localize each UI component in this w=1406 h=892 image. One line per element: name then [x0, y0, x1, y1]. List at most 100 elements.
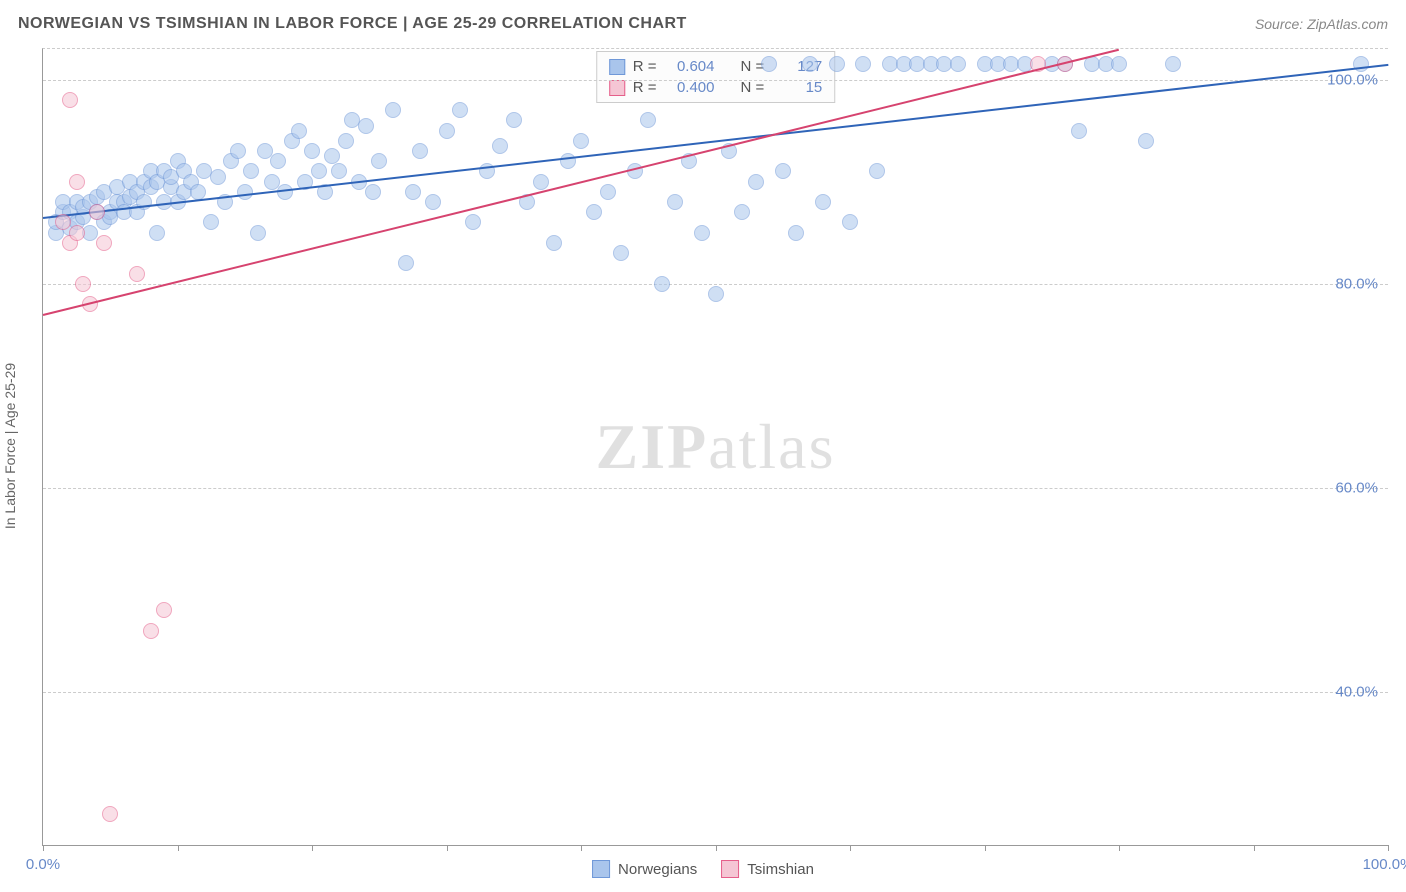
data-point — [385, 102, 401, 118]
data-point — [102, 806, 118, 822]
data-point — [761, 56, 777, 72]
gridline — [43, 488, 1388, 489]
data-point — [270, 153, 286, 169]
data-point — [613, 245, 629, 261]
chart-header: NORWEGIAN VS TSIMSHIAN IN LABOR FORCE | … — [0, 0, 1406, 48]
trend-line — [43, 49, 1119, 316]
series-legend: Norwegians Tsimshian — [592, 860, 814, 878]
x-tick-mark — [850, 845, 851, 851]
legend-swatch — [721, 860, 739, 878]
data-point — [129, 266, 145, 282]
data-point — [69, 174, 85, 190]
data-point — [533, 174, 549, 190]
data-point — [156, 602, 172, 618]
data-point — [203, 214, 219, 230]
data-point — [802, 56, 818, 72]
legend-swatch — [592, 860, 610, 878]
data-point — [75, 276, 91, 292]
data-point — [365, 184, 381, 200]
data-point — [815, 194, 831, 210]
data-point — [62, 92, 78, 108]
data-point — [190, 184, 206, 200]
data-point — [546, 235, 562, 251]
data-point — [1353, 56, 1369, 72]
chart-source: Source: ZipAtlas.com — [1255, 16, 1388, 32]
data-point — [734, 204, 750, 220]
correlation-legend: R =0.604N =127R =0.400N =15 — [596, 51, 836, 103]
data-point — [1165, 56, 1181, 72]
x-tick-mark — [447, 845, 448, 851]
plot-area: ZIPatlas R =0.604N =127R =0.400N =15 40.… — [42, 48, 1388, 846]
data-point — [950, 56, 966, 72]
legend-r-label: R = — [633, 58, 657, 75]
data-point — [1071, 123, 1087, 139]
data-point — [149, 225, 165, 241]
x-tick-mark — [1119, 845, 1120, 851]
scatter-plot: ZIPatlas R =0.604N =127R =0.400N =15 40.… — [42, 48, 1388, 846]
x-tick-mark — [1254, 845, 1255, 851]
x-tick-mark — [178, 845, 179, 851]
data-point — [291, 123, 307, 139]
data-point — [748, 174, 764, 190]
data-point — [775, 163, 791, 179]
data-point — [439, 123, 455, 139]
data-point — [311, 163, 327, 179]
data-point — [89, 204, 105, 220]
x-tick-mark — [43, 845, 44, 851]
x-tick-mark — [581, 845, 582, 851]
data-point — [573, 133, 589, 149]
data-point — [243, 163, 259, 179]
data-point — [237, 184, 253, 200]
data-point — [96, 235, 112, 251]
x-tick-label: 100.0% — [1363, 856, 1406, 873]
data-point — [143, 623, 159, 639]
legend-r-value: 0.604 — [665, 58, 715, 75]
data-point — [600, 184, 616, 200]
data-point — [304, 143, 320, 159]
data-point — [230, 143, 246, 159]
data-point — [358, 118, 374, 134]
legend-series-name: Tsimshian — [747, 861, 814, 878]
data-point — [412, 143, 428, 159]
data-point — [324, 148, 340, 164]
data-point — [452, 102, 468, 118]
legend-n-label: N = — [741, 79, 765, 96]
x-tick-mark — [985, 845, 986, 851]
y-tick-label: 100.0% — [1327, 71, 1378, 88]
x-tick-mark — [312, 845, 313, 851]
gridline — [43, 284, 1388, 285]
data-point — [465, 214, 481, 230]
legend-r-label: R = — [633, 79, 657, 96]
legend-series-item: Tsimshian — [721, 860, 814, 878]
data-point — [331, 163, 347, 179]
legend-stat-row: R =0.604N =127 — [609, 56, 823, 77]
data-point — [640, 112, 656, 128]
data-point — [829, 56, 845, 72]
data-point — [708, 286, 724, 302]
y-axis-label: In Labor Force | Age 25-29 — [2, 363, 18, 529]
data-point — [371, 153, 387, 169]
data-point — [586, 204, 602, 220]
data-point — [492, 138, 508, 154]
gridline — [43, 80, 1388, 81]
chart-title: NORWEGIAN VS TSIMSHIAN IN LABOR FORCE | … — [18, 15, 687, 33]
data-point — [425, 194, 441, 210]
data-point — [250, 225, 266, 241]
legend-n-value: 15 — [772, 79, 822, 96]
data-point — [405, 184, 421, 200]
data-point — [788, 225, 804, 241]
data-point — [855, 56, 871, 72]
data-point — [398, 255, 414, 271]
data-point — [694, 225, 710, 241]
watermark: ZIPatlas — [596, 410, 836, 484]
y-tick-label: 40.0% — [1335, 683, 1378, 700]
gridline — [43, 692, 1388, 693]
data-point — [667, 194, 683, 210]
legend-series-item: Norwegians — [592, 860, 697, 878]
data-point — [654, 276, 670, 292]
watermark-bold: ZIP — [596, 411, 709, 482]
data-point — [869, 163, 885, 179]
data-point — [210, 169, 226, 185]
x-tick-label: 0.0% — [26, 856, 60, 873]
legend-series-name: Norwegians — [618, 861, 697, 878]
